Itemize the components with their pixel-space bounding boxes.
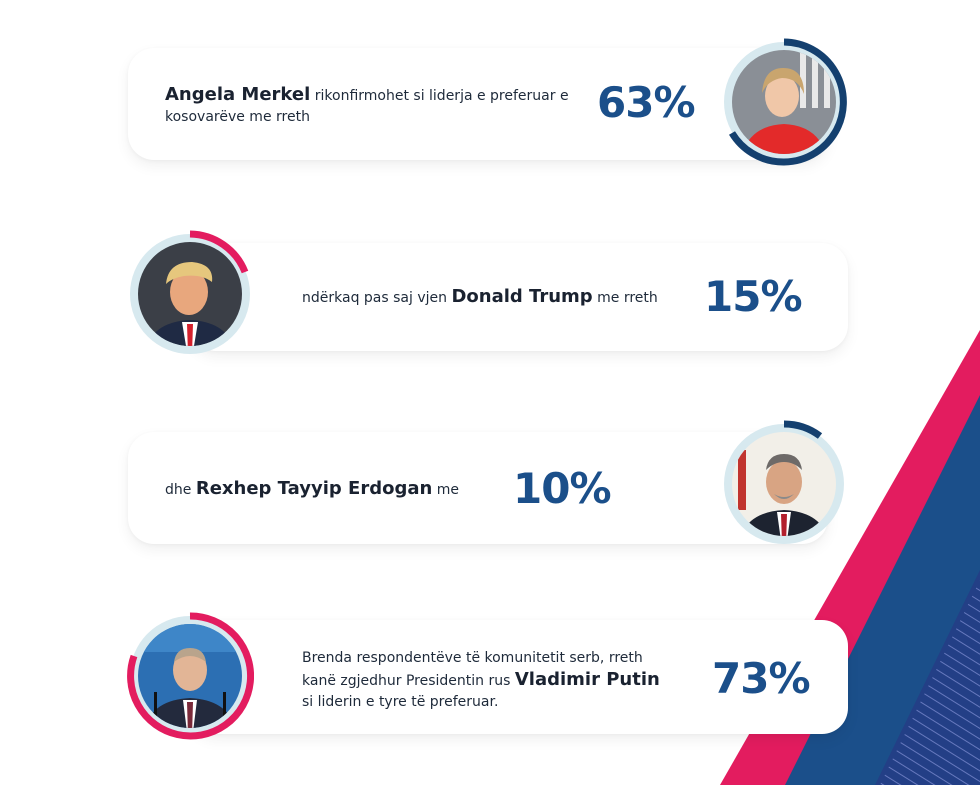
merkel-avatar bbox=[724, 38, 847, 166]
putin-progress-ring bbox=[127, 612, 254, 740]
erdogan-name: Rexhep Tayyip Erdogan bbox=[195, 478, 433, 499]
putin-percent: 73% bbox=[712, 654, 811, 703]
erdogan-avatar bbox=[724, 420, 844, 544]
trump-percent: 15% bbox=[704, 272, 803, 321]
trump-name: Donald Trump bbox=[451, 286, 593, 307]
trump-text: ndërkaq pas saj vjen Donald Trump me rre… bbox=[302, 286, 658, 307]
putin-text: Brenda respondentëve të komunitetit serb… bbox=[302, 650, 660, 710]
erdogan-card bbox=[128, 432, 828, 544]
trump-avatar bbox=[130, 230, 250, 354]
erdogan-progress-ring bbox=[783, 420, 823, 439]
trump-progress-ring bbox=[189, 230, 249, 274]
erdogan-text: dhe Rexhep Tayyip Erdogan me bbox=[165, 478, 459, 499]
merkel-progress-ring bbox=[729, 38, 847, 166]
merkel-card bbox=[128, 48, 828, 160]
putin-card bbox=[190, 620, 848, 734]
putin-name: Vladimir Putin bbox=[514, 669, 660, 690]
merkel-percent: 63% bbox=[597, 78, 696, 127]
merkel-name: Angela Merkel bbox=[165, 84, 311, 105]
trump-card bbox=[190, 243, 848, 351]
putin-avatar bbox=[127, 612, 254, 740]
merkel-text: Angela Merkel rikonfirmohet si liderja e… bbox=[165, 84, 569, 125]
erdogan-percent: 10% bbox=[513, 464, 612, 513]
